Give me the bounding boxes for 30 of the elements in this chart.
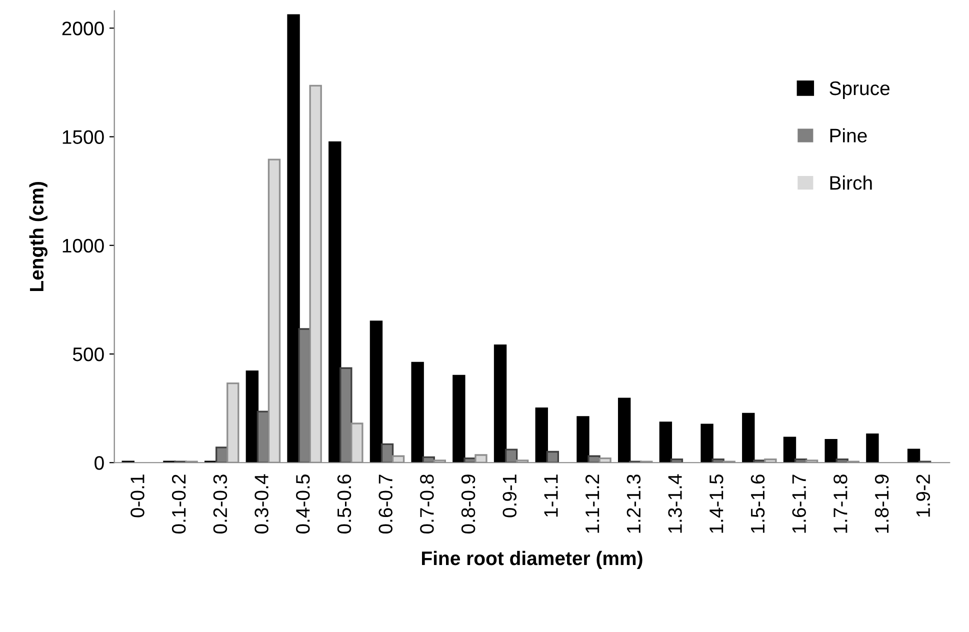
x-tick-label: 0.8-0.9 bbox=[461, 474, 476, 534]
x-tick-label: 0.1-0.2 bbox=[172, 474, 186, 534]
x-tick-label: 1.5-1.6 bbox=[750, 474, 765, 533]
x-tick-label: 1.6-1.7 bbox=[792, 474, 806, 533]
y-tick-label: 1500 bbox=[62, 130, 104, 144]
x-tick-label: 0.6-0.7 bbox=[378, 474, 392, 534]
x-tick-label: 1.7-1.8 bbox=[834, 474, 848, 533]
x-tick-label: 0.3-0.4 bbox=[254, 474, 268, 534]
y-tick-label: 1000 bbox=[62, 238, 104, 253]
y-tick-label: 0 bbox=[94, 456, 104, 470]
legend-label: Spruce bbox=[830, 81, 890, 100]
x-tick-label: 0.7-0.8 bbox=[420, 474, 434, 534]
y-tick-label: 500 bbox=[72, 347, 104, 362]
x-tick-label: 0.9-1 bbox=[502, 474, 517, 518]
legend-label: Birch bbox=[830, 176, 872, 190]
x-tick-label: 0.5-0.6 bbox=[337, 474, 352, 534]
x-tick-label: 1.8-1.9 bbox=[874, 474, 889, 533]
x-axis-title: Fine root diameter (mm) bbox=[422, 550, 642, 570]
x-tick-label: 0-0.1 bbox=[130, 474, 144, 518]
x-tick-label: 0.2-0.3 bbox=[213, 474, 228, 534]
y-tick-label: 2000 bbox=[62, 22, 104, 36]
x-tick-label: 1-1.1 bbox=[544, 474, 558, 517]
y-axis-title: Length (cm) bbox=[29, 182, 48, 292]
x-tick-label: 1.3-1.4 bbox=[668, 474, 682, 533]
x-tick-label: 0.4-0.5 bbox=[296, 474, 310, 534]
x-tick-label: 1.1-1.2 bbox=[585, 474, 600, 533]
x-tick-label: 1.4-1.5 bbox=[710, 474, 724, 533]
x-tick-label: 1.9-2 bbox=[916, 474, 930, 517]
x-tick-label: 1.2-1.3 bbox=[626, 474, 641, 533]
legend-label: Pine bbox=[830, 128, 867, 142]
